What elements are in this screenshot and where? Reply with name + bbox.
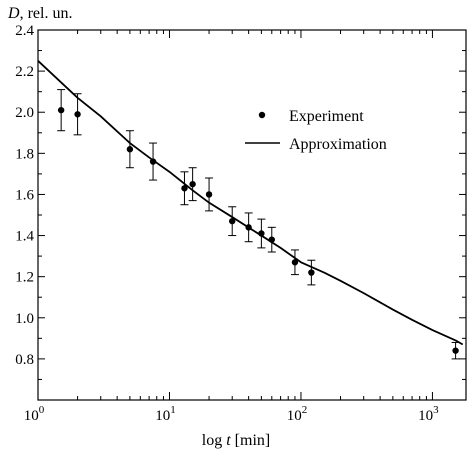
experiment-point <box>180 171 189 206</box>
experiment-point <box>451 341 460 360</box>
x-tick-label: 101 <box>155 404 176 424</box>
y-axis-title: D, rel. un. <box>7 5 72 22</box>
y-tick-label: 1.6 <box>15 187 34 203</box>
legend-experiment-marker <box>258 111 266 119</box>
experiment-point <box>188 167 197 202</box>
y-tick-label: 2.2 <box>15 64 34 80</box>
experiment-point <box>257 218 266 249</box>
legend: Experiment Approximation <box>245 108 387 153</box>
experiment-point <box>57 89 66 132</box>
data-point-marker <box>189 180 196 188</box>
legend-approximation-label: Approximation <box>289 136 387 153</box>
y-tick-label: 1.4 <box>15 229 34 245</box>
data-point-marker <box>229 217 236 225</box>
data-point-marker <box>268 236 275 243</box>
approximation-line <box>37 60 464 346</box>
experiment-point <box>228 206 237 237</box>
data-point-marker <box>291 259 299 266</box>
y-tick-label: 0.8 <box>15 352 34 368</box>
data-point-marker <box>126 146 134 153</box>
legend-experiment-label: Experiment <box>289 108 364 125</box>
data-point-marker <box>308 269 315 276</box>
experiment-point <box>125 130 134 169</box>
x-tick-label: 100 <box>24 404 45 424</box>
y-tick-label: 1.2 <box>15 270 34 286</box>
experiment-point <box>73 93 82 136</box>
y-tick-label: 2.0 <box>15 105 34 121</box>
y-tick-label: 2.4 <box>15 23 34 39</box>
x-axis-title: log t [min] <box>202 432 270 449</box>
x-axis-ticks: 100 101 102 103 <box>24 30 439 424</box>
plot-frame <box>37 29 467 401</box>
experiment-point <box>205 177 214 212</box>
experiment-point <box>267 226 276 253</box>
data-point-marker <box>149 158 157 165</box>
y-tick-label: 1.8 <box>15 146 34 162</box>
experiment-point <box>307 259 316 286</box>
experiment-point <box>244 212 253 243</box>
experiment-series <box>57 89 460 360</box>
y-axis-ticks: 0.8 1.0 1.2 1.4 1.6 1.8 2.0 2.2 2.4 <box>15 23 466 380</box>
y-tick-label: 1.0 <box>15 311 34 327</box>
data-point-marker <box>181 185 188 192</box>
x-tick-label: 102 <box>287 404 308 424</box>
x-tick-label: 103 <box>418 404 439 424</box>
data-point-marker <box>74 111 81 118</box>
data-point-marker <box>258 230 265 237</box>
data-point-marker <box>452 347 459 354</box>
experiment-point <box>149 142 158 181</box>
approximation-series <box>37 60 464 346</box>
data-point-marker <box>245 224 252 231</box>
data-point-marker <box>205 191 213 198</box>
experiment-point <box>290 249 299 276</box>
data-point-marker <box>57 106 65 114</box>
plot-border <box>37 29 467 401</box>
